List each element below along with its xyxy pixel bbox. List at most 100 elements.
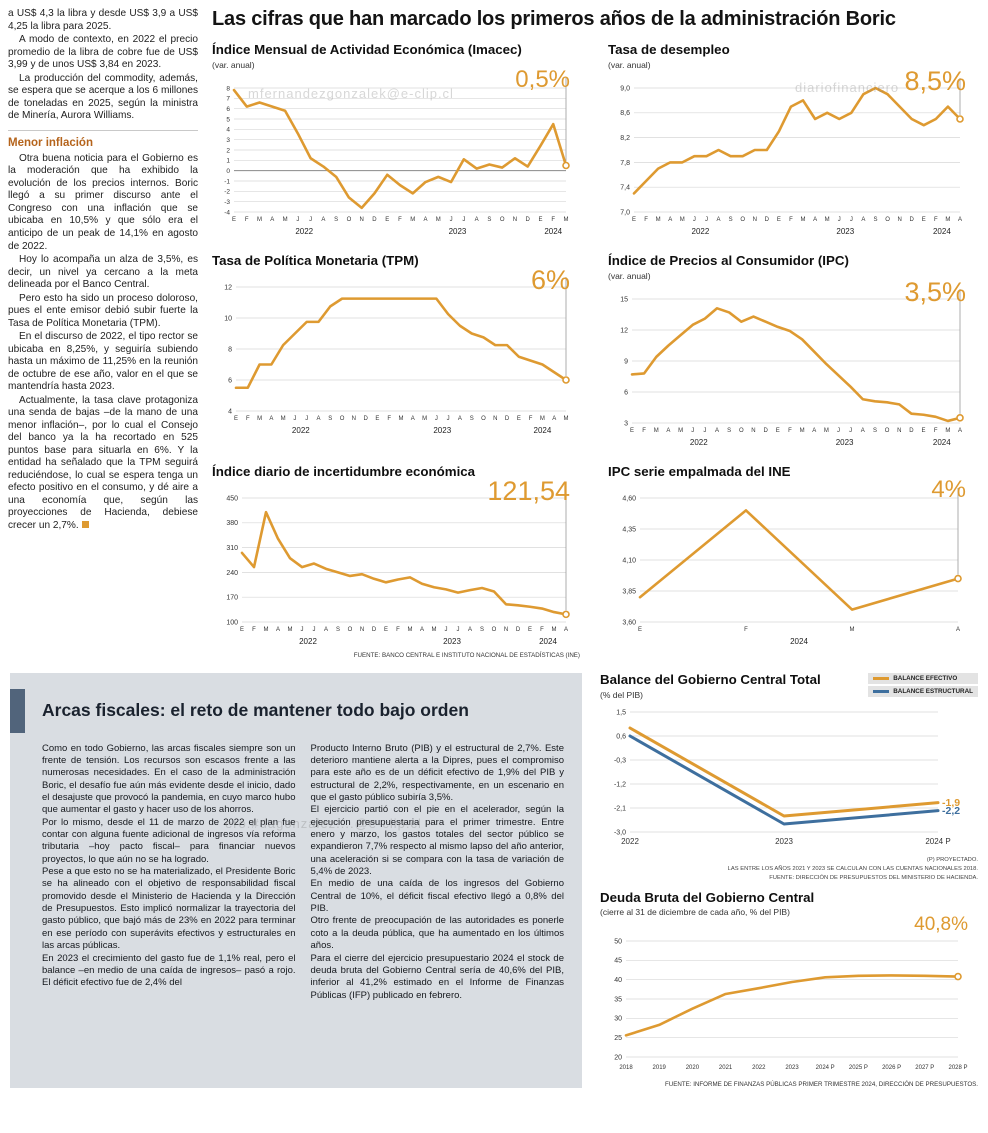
y-tick-label: 1,5 <box>616 709 626 716</box>
year-label: 2023 <box>449 227 467 236</box>
series-line <box>232 88 568 210</box>
x-tick-label: J <box>293 416 296 422</box>
chart-imacec: Índice Mensual de Actividad Económica (I… <box>212 42 580 241</box>
y-tick-label: 20 <box>614 1055 622 1062</box>
chart-canvas: 4,60 4,35 4,10 3,85 3,60E F M A 2024 <box>622 487 962 646</box>
x-tick-label: N <box>360 627 364 633</box>
x-tick-label: F <box>396 627 400 633</box>
end-marker <box>956 413 964 422</box>
year-label: 2024 <box>933 227 951 236</box>
y-tick-label: 3,60 <box>622 619 636 626</box>
x-tick-label: M <box>264 627 269 633</box>
x-tick-label: 2028 P <box>948 1065 967 1071</box>
bottom-section: Arcas fiscales: el reto de mantener todo… <box>0 672 988 1089</box>
x-tick-label: E <box>776 428 780 434</box>
fiscal-paragraph: Por lo mismo, desde el 11 de marzo de 20… <box>42 816 296 865</box>
y-tick-label: 25 <box>614 1035 622 1042</box>
y-tick-label: 50 <box>614 939 622 946</box>
x-tick-label: N <box>360 217 364 223</box>
y-tick-label: 9 <box>624 358 628 365</box>
x-tick-label: A <box>270 217 274 223</box>
series-end-label: -1,9 <box>942 797 960 809</box>
x-tick-label: M <box>283 217 288 223</box>
x-tick-label: O <box>348 627 353 633</box>
fiscal-header: Arcas fiscales: el reto de mantener todo… <box>10 673 582 739</box>
x-tick-label: 2023 <box>785 1065 799 1071</box>
x-tick-label: 2018 <box>619 1065 633 1071</box>
x-tick-label: A <box>475 217 479 223</box>
x-tick-label: S <box>334 217 338 223</box>
chart-title: Índice Mensual de Actividad Económica (I… <box>212 42 522 57</box>
x-tick-label: M <box>850 627 855 633</box>
year-label: 2023 <box>443 637 461 646</box>
footnote: LAS ENTRE LOS AÑOS 2021 Y 2023 SE CALCUL… <box>727 865 978 872</box>
y-tick-label: 7 <box>226 96 230 103</box>
chart-plot-area: 8,5% 9,0 8,6 8,2 7,8 7,4 7,0 E F M A M J J A S O N D E F M A M… <box>608 67 976 241</box>
x-tick-label: J <box>691 428 694 434</box>
year-label: 2023 <box>836 227 854 236</box>
chart-title: Tasa de desempleo <box>608 42 730 57</box>
x-tick-label: E <box>777 217 781 223</box>
x-tick-label: 2025 P <box>849 1065 868 1071</box>
x-tick-label: M <box>288 627 293 633</box>
chart-title: Deuda Bruta del Gobierno Central <box>600 889 815 905</box>
year-label: 2024 <box>539 637 557 646</box>
x-tick-label: J <box>445 627 448 633</box>
x-tick-label: E <box>922 217 926 223</box>
x-tick-label: O <box>740 217 745 223</box>
y-tick-label: -1,2 <box>614 781 626 788</box>
article-paragraph: Actualmente, la tasa clave protagoniza u… <box>8 395 198 533</box>
x-tick-label: S <box>487 217 491 223</box>
x-tick-label: M <box>800 428 805 434</box>
chart-canvas: 50 45 40 35 30 25 20 2018 2019 2020 2021 2022 2023 20… <box>614 939 967 1072</box>
x-tick-label: N <box>897 428 901 434</box>
x-tick-label: N <box>504 627 508 633</box>
chart-plot-area: 3,5% 15 12 9 6 3 E F M A M J J A S O N D E F M A M J J A S O N D E F M A… <box>608 278 976 452</box>
x-tick-label: J <box>450 217 453 223</box>
y-tick-label: 35 <box>614 997 622 1004</box>
x-tick-label: N <box>753 217 757 223</box>
x-tick-label: M <box>945 428 950 434</box>
y-tick-label: 4,35 <box>622 526 636 533</box>
chart-highlight-value: 0,5% <box>515 65 570 93</box>
x-tick-label: A <box>411 416 415 422</box>
x-tick-label: J <box>305 416 308 422</box>
x-tick-label: 2024 P <box>816 1065 835 1071</box>
x-tick-label: D <box>526 217 531 223</box>
chart-title: Índice diario de incertidumbre económica <box>212 463 476 479</box>
y-tick-label: 4,60 <box>622 495 636 502</box>
x-tick-label: N <box>352 416 356 422</box>
x-tick-label: J <box>462 217 465 223</box>
x-tick-label: J <box>693 217 696 223</box>
x-tick-label: E <box>240 627 244 633</box>
x-tick-label: M <box>422 416 427 422</box>
chart-balance: Balance del Gobierno Central Total (% de… <box>600 672 978 883</box>
x-tick-label: M <box>436 217 441 223</box>
legend-item-efectivo: BALANCE EFECTIVO <box>868 672 978 684</box>
infographic-headline: Las cifras que han marcado los primeros … <box>212 8 896 30</box>
top-section: a US$ 4,3 la libra y desde US$ 3,9 a US$… <box>8 8 976 659</box>
x-tick-label: 2020 <box>686 1065 700 1071</box>
chart-highlight-value: 4% <box>931 475 966 503</box>
x-tick-label: M <box>564 416 569 422</box>
y-tick-label: 6 <box>228 377 232 384</box>
x-tick-label: A <box>324 627 328 633</box>
legend-label: BALANCE ESTRUCTURAL <box>893 687 973 695</box>
y-tick-label: -0,3 <box>614 757 626 764</box>
x-tick-label: J <box>435 416 438 422</box>
x-tick-label: A <box>861 217 865 223</box>
x-tick-label: O <box>885 428 890 434</box>
x-tick-label: F <box>551 217 555 223</box>
x-tick-label: S <box>727 428 731 434</box>
y-tick-label: 40 <box>614 977 622 984</box>
x-tick-label: 2023 <box>775 837 793 846</box>
x-tick-label: J <box>447 416 450 422</box>
chart-subtitle: (var. anual) <box>608 59 651 70</box>
year-label: 2024 <box>933 438 951 447</box>
x-tick-label: S <box>336 627 340 633</box>
end-marker <box>956 115 964 123</box>
